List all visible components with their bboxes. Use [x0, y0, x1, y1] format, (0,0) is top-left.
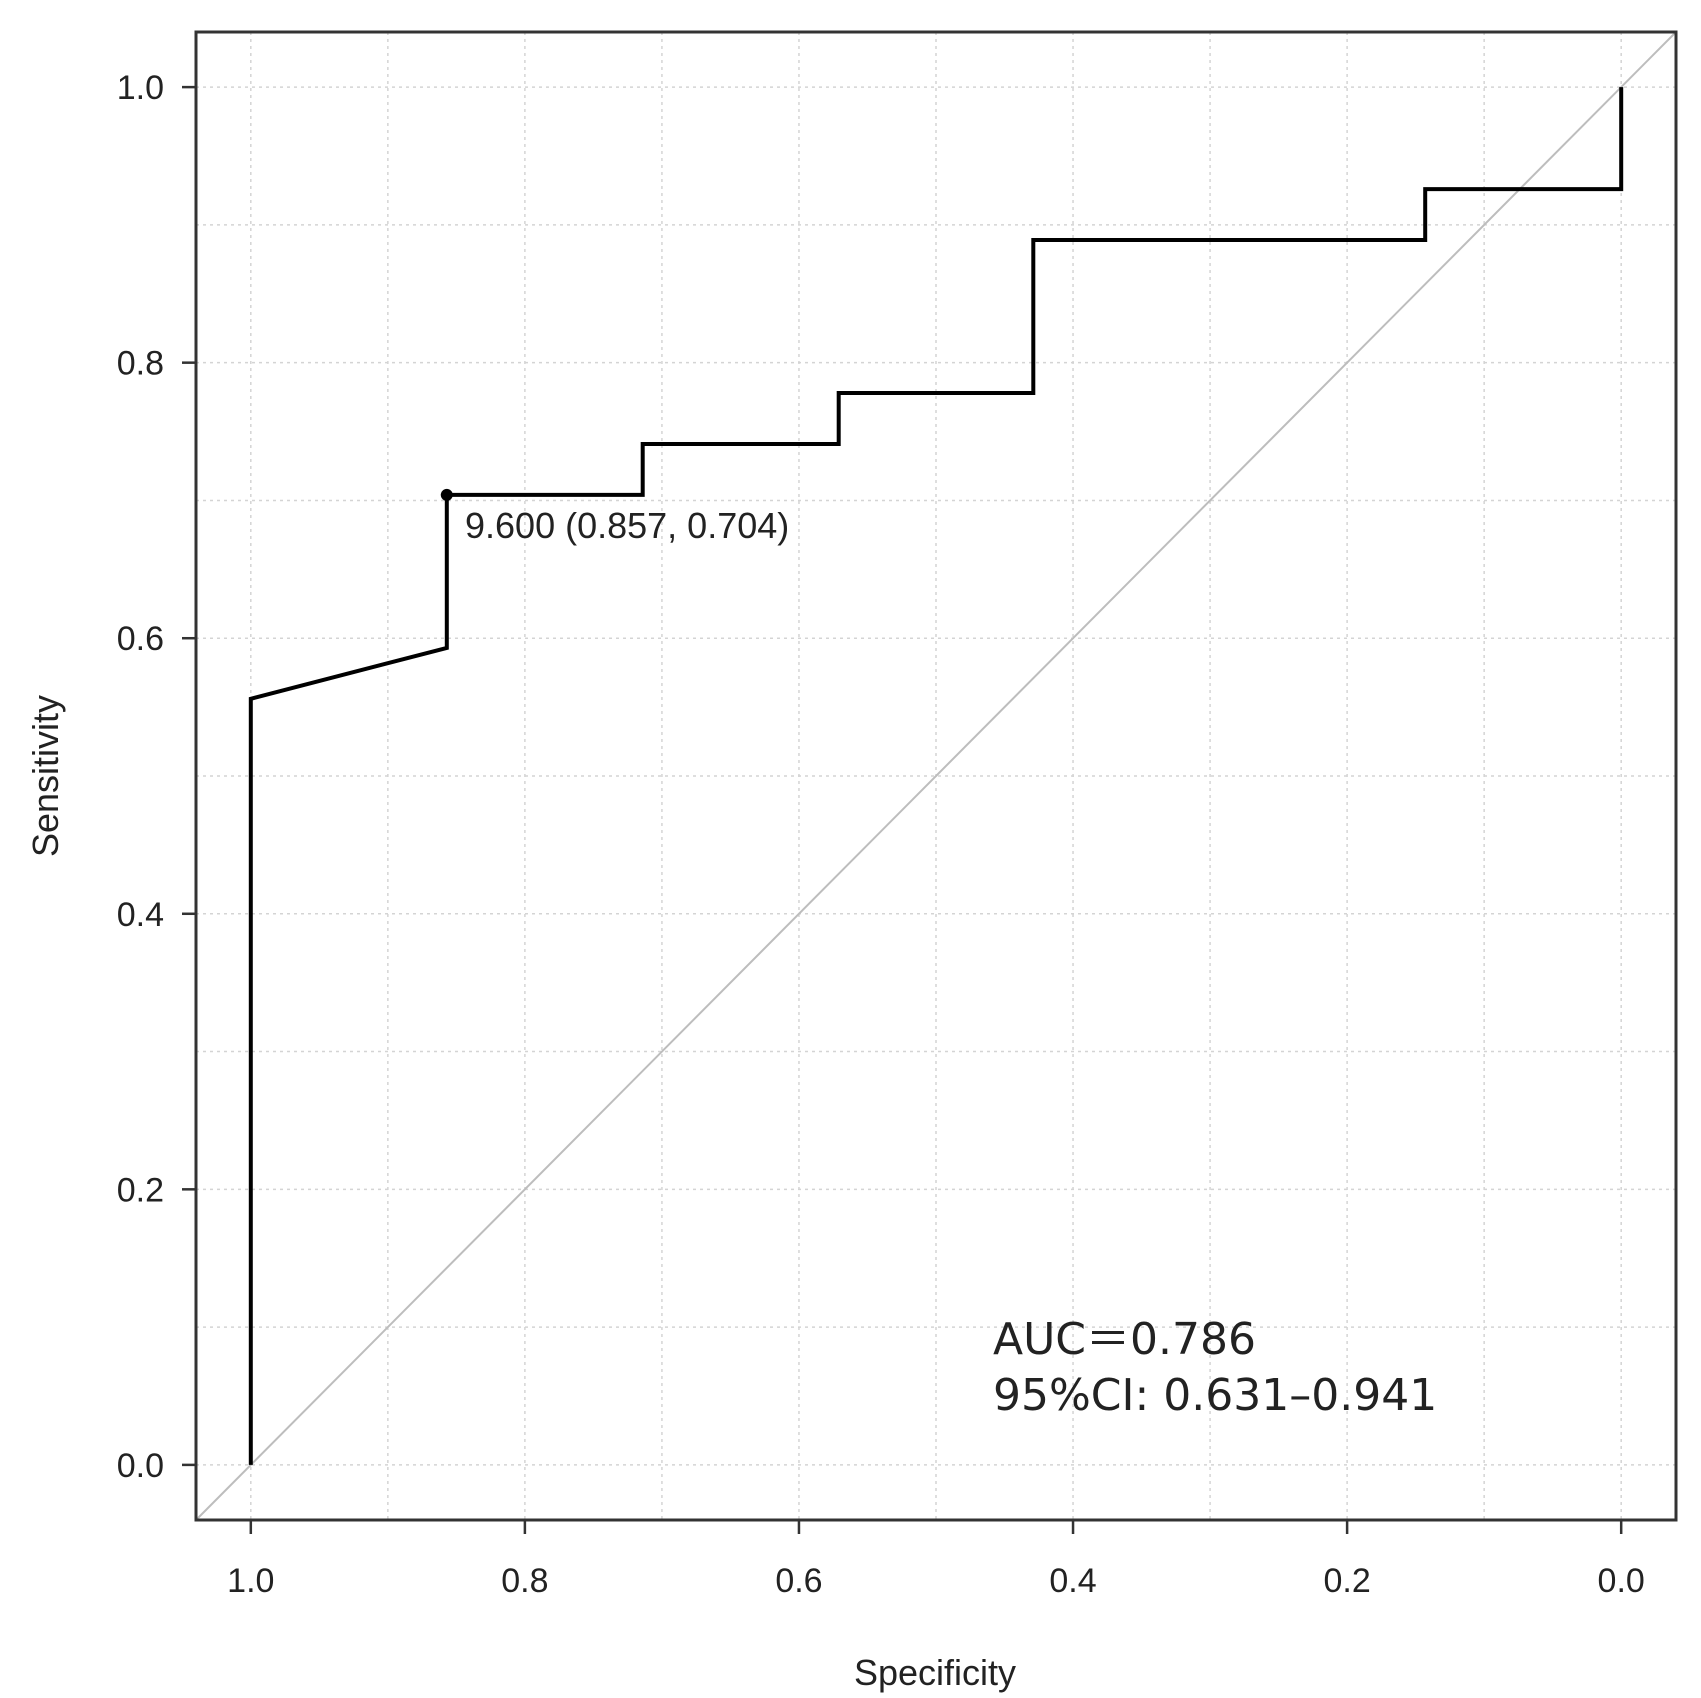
auc-label: AUC＝0.786 [993, 1314, 1256, 1365]
y-axis-title: Sensitivity [25, 695, 66, 857]
x-tick-label: 0.4 [1049, 1562, 1096, 1600]
x-tick-label: 1.0 [227, 1562, 274, 1600]
tick-layer [182, 85, 1623, 1534]
y-tick-label: 0.2 [117, 1171, 164, 1209]
roc-curve-line [248, 87, 1624, 1465]
x-axis-title: Specificity [854, 1652, 1016, 1693]
plot-frame [194, 30, 1678, 1522]
x-tick-label: 0.2 [1323, 1562, 1370, 1600]
roc-curve-layer [248, 87, 1624, 1465]
y-tick-label: 1.0 [117, 69, 164, 107]
threshold-annotation-label: 9.600 (0.857, 0.704) [465, 505, 789, 546]
threshold-point [440, 488, 453, 501]
y-tick-label: 0.0 [117, 1447, 164, 1485]
x-tick-label: 0.0 [1598, 1562, 1645, 1600]
y-tick-label: 0.8 [117, 345, 164, 383]
x-tick-label: 0.8 [501, 1562, 548, 1600]
tick-label-layer: 1.0 0.8 0.6 0.4 0.2 0.0 0.0 0.2 0.4 0.6 0.8 1.0 [117, 69, 1645, 1600]
ci-label: 95%CI: 0.631–0.941 [993, 1370, 1437, 1421]
chance-diagonal-line [195, 31, 1677, 1521]
y-tick-label: 0.6 [117, 620, 164, 658]
y-tick-label: 0.4 [117, 896, 164, 934]
diagonal-layer [195, 31, 1677, 1521]
x-tick-label: 0.6 [775, 1562, 822, 1600]
